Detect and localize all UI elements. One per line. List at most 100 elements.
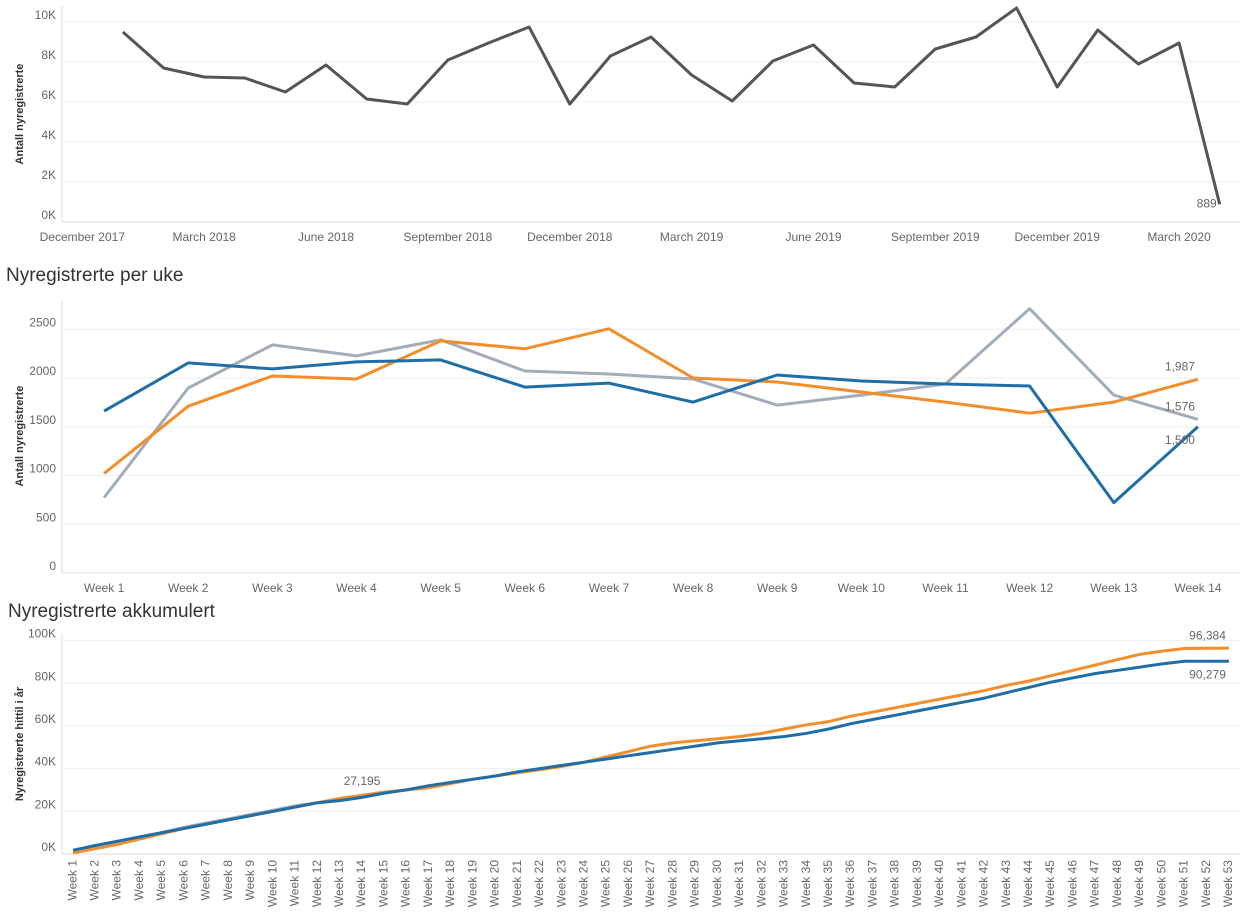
- x-tick-label: Week 10: [265, 860, 279, 907]
- y-tick-label: 0: [49, 559, 56, 573]
- x-tick-label: Week 29: [688, 860, 702, 907]
- x-tick-label: March 2019: [660, 230, 724, 244]
- y-tick-label: 40K: [35, 755, 56, 769]
- x-tick-label: Week 22: [532, 860, 546, 907]
- x-tick-label: Week 50: [1154, 860, 1168, 907]
- x-tick-label: Week 36: [843, 860, 857, 907]
- x-tick-label: March 2018: [172, 230, 236, 244]
- x-tick-label: Week 16: [399, 860, 413, 907]
- series-line: [103, 358, 1199, 505]
- x-tick-label: Week 39: [910, 860, 924, 907]
- x-tick-label: Week 19: [465, 860, 479, 907]
- y-tick-label: 6K: [41, 88, 56, 102]
- y-axis-label: Antall nyregistrerte: [14, 64, 26, 165]
- y-tick-label: 2000: [29, 364, 56, 378]
- y-axis-label: Antall nyregistrerte: [14, 386, 26, 487]
- x-tick-label: Week 14: [1174, 581, 1221, 595]
- x-tick-label: Week 34: [799, 860, 813, 907]
- x-tick-label: September 2018: [404, 230, 493, 244]
- x-tick-label: December 2019: [1015, 230, 1101, 244]
- y-tick-label: 8K: [41, 48, 56, 62]
- x-tick-label: Week 26: [621, 860, 635, 907]
- x-tick-label: Week 30: [710, 860, 724, 907]
- x-tick-label: Week 8: [221, 860, 235, 901]
- chart-title: Nyregistrerte akkumulert: [8, 601, 216, 622]
- x-tick-label: Week 17: [421, 860, 435, 907]
- x-tick-label: Week 37: [865, 860, 879, 907]
- x-tick-label: Week 20: [488, 860, 502, 907]
- x-tick-label: Week 25: [599, 860, 613, 907]
- x-tick-label: Week 40: [932, 860, 946, 907]
- x-tick-label: Week 7: [199, 860, 213, 901]
- x-tick-label: Week 18: [443, 860, 457, 907]
- y-axis-label: Nyregistrerte hittil i år: [14, 686, 26, 801]
- x-tick-label: Week 31: [732, 860, 746, 907]
- x-tick-label: Week 27: [643, 860, 657, 907]
- y-tick-label: 100K: [28, 627, 56, 641]
- x-tick-label: Week 13: [332, 860, 346, 907]
- y-tick-label: 4K: [41, 128, 56, 142]
- x-tick-label: Week 3: [252, 581, 293, 595]
- x-tick-label: Week 5: [154, 860, 168, 901]
- x-tick-label: Week 28: [665, 860, 679, 907]
- x-tick-label: Week 23: [554, 860, 568, 907]
- x-tick-label: Week 44: [1021, 860, 1035, 907]
- x-tick-label: Week 53: [1221, 860, 1235, 907]
- series-line: [121, 6, 1222, 205]
- data-label: 889: [1197, 196, 1217, 210]
- y-tick-label: 20K: [35, 797, 56, 811]
- x-tick-label: Week 8: [673, 581, 714, 595]
- x-tick-label: Week 52: [1199, 860, 1213, 907]
- x-tick-label: Week 32: [754, 860, 768, 907]
- x-tick-label: Week 38: [888, 860, 902, 907]
- x-tick-label: Week 45: [1043, 860, 1057, 907]
- data-label: 27,195: [344, 774, 381, 788]
- x-tick-label: Week 51: [1177, 860, 1191, 907]
- data-label: 1,576: [1165, 400, 1195, 414]
- series-line: [72, 646, 1229, 855]
- x-tick-label: Week 24: [576, 860, 590, 907]
- x-tick-label: Week 14: [354, 860, 368, 907]
- x-tick-label: Week 3: [110, 860, 124, 901]
- chart-title: Nyregistrerte per uke: [6, 265, 183, 286]
- x-tick-label: Week 11: [922, 581, 969, 595]
- x-tick-label: Week 43: [999, 860, 1013, 907]
- x-tick-label: Week 2: [168, 581, 209, 595]
- x-tick-label: Week 1: [65, 860, 79, 901]
- x-tick-label: Week 47: [1088, 860, 1102, 907]
- x-tick-label: Week 4: [132, 860, 146, 901]
- x-tick-label: Week 12: [310, 860, 324, 907]
- x-tick-label: Week 7: [589, 581, 630, 595]
- x-tick-label: Week 42: [977, 860, 991, 907]
- x-tick-label: Week 33: [777, 860, 791, 907]
- x-tick-label: Week 9: [243, 860, 257, 901]
- x-tick-label: Week 13: [1090, 581, 1137, 595]
- x-tick-label: Week 5: [420, 581, 461, 595]
- x-tick-label: Week 2: [88, 860, 102, 901]
- series-line: [103, 327, 1199, 475]
- x-tick-label: Week 15: [376, 860, 390, 907]
- y-tick-label: 500: [36, 510, 56, 524]
- x-tick-label: Week 48: [1110, 860, 1124, 907]
- y-tick-label: 1000: [29, 462, 56, 476]
- data-label: 90,279: [1189, 667, 1226, 681]
- data-label: 1,500: [1165, 433, 1195, 447]
- y-tick-label: 0K: [41, 840, 56, 854]
- y-tick-label: 2K: [41, 168, 56, 182]
- x-tick-label: Week 9: [757, 581, 798, 595]
- series-line: [102, 307, 1199, 499]
- x-tick-label: Week 11: [288, 860, 302, 907]
- x-tick-label: Week 1: [84, 581, 125, 595]
- data-label: 1,987: [1165, 359, 1195, 373]
- y-tick-label: 2500: [29, 315, 56, 329]
- x-tick-label: Week 46: [1065, 860, 1079, 907]
- x-tick-label: June 2019: [785, 230, 841, 244]
- y-tick-label: 10K: [35, 8, 56, 22]
- y-tick-label: 0K: [41, 208, 56, 222]
- y-tick-label: 1500: [29, 413, 56, 427]
- x-tick-label: December 2018: [527, 230, 613, 244]
- series-line: [72, 659, 1229, 852]
- x-tick-label: Week 12: [1006, 581, 1053, 595]
- y-tick-label: 80K: [35, 669, 56, 683]
